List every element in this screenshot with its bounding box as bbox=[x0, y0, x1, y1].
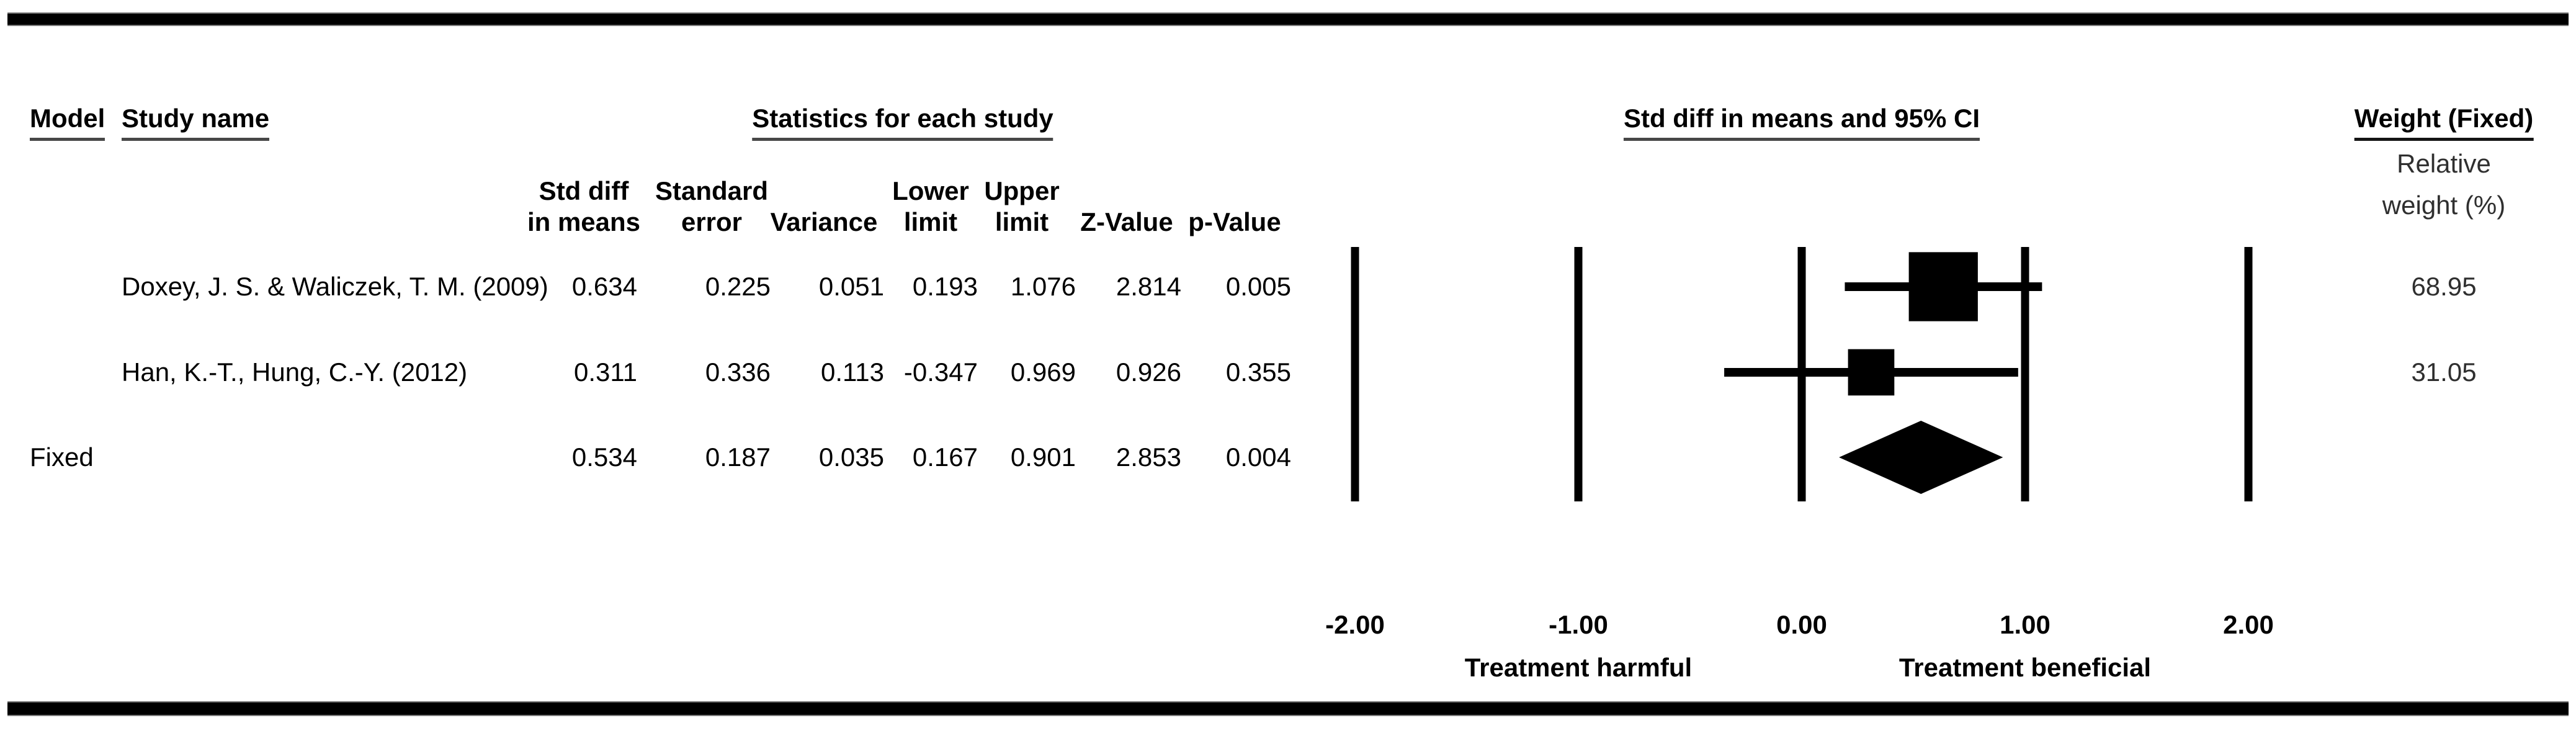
z-value-cell: 0.926 bbox=[1116, 357, 1181, 387]
lower-limit-cell: 0.167 bbox=[912, 442, 978, 472]
weight-column-header: Weight (Fixed) bbox=[2354, 104, 2534, 141]
col-header-line bbox=[1080, 176, 1173, 207]
model-cell: Fixed bbox=[30, 442, 94, 472]
model-column-header: Model bbox=[30, 104, 105, 141]
study-name-cell: Han, K.-T., Hung, C.-Y. (2012) bbox=[122, 357, 468, 387]
pooled-diamond bbox=[1839, 421, 2003, 494]
relative-weight-subheader-line1: Relative bbox=[2397, 149, 2491, 178]
upper-limit-cell: 0.901 bbox=[1010, 442, 1076, 472]
x-tick-label: 1.00 bbox=[2000, 610, 2051, 639]
col-header-upper-limit: Upper limit bbox=[984, 176, 1059, 238]
x-tick-label: 2.00 bbox=[2223, 610, 2274, 639]
lower-limit-cell: -0.347 bbox=[903, 357, 978, 387]
treatment-beneficial-label: Treatment beneficial bbox=[1898, 653, 2152, 682]
statistics-group-header: Statistics for each study bbox=[752, 104, 1053, 141]
p-value-cell: 0.355 bbox=[1225, 357, 1291, 387]
p-value-cell: 0.004 bbox=[1225, 442, 1291, 472]
standard-error-cell: 0.336 bbox=[705, 357, 771, 387]
x-tick-label: -1.00 bbox=[1549, 610, 1608, 639]
standard-error-cell: 0.187 bbox=[705, 442, 771, 472]
col-header-line: error bbox=[681, 207, 743, 236]
col-header-line bbox=[771, 176, 878, 207]
col-header-line: Std diff bbox=[539, 176, 629, 205]
col-header-line: Z-Value bbox=[1080, 207, 1173, 236]
x-tick-label: -2.00 bbox=[1325, 610, 1385, 639]
std-diff-cell: 0.534 bbox=[571, 442, 637, 472]
study-marker bbox=[1908, 252, 1978, 321]
col-header-line: limit bbox=[903, 207, 958, 236]
col-header-standard-error: Standard error bbox=[655, 176, 768, 238]
ci-plot-header: Std diff in means and 95% CI bbox=[1623, 104, 1980, 141]
col-header-p-value: p-Value bbox=[1188, 176, 1281, 238]
forest-plot-canvas bbox=[1351, 247, 2253, 501]
col-header-lower-limit: Lower limit bbox=[892, 176, 969, 238]
col-header-variance: Variance bbox=[771, 176, 878, 238]
top-border-rule bbox=[7, 12, 2569, 26]
study-name-cell: Doxey, J. S. & Waliczek, T. M. (2009) bbox=[122, 272, 548, 301]
lower-limit-cell: 0.193 bbox=[912, 272, 978, 301]
variance-cell: 0.035 bbox=[818, 442, 884, 472]
study-name-column-header: Study name bbox=[122, 104, 270, 141]
col-header-line: Lower bbox=[892, 176, 969, 205]
col-header-line: Variance bbox=[770, 207, 878, 236]
variance-cell: 0.113 bbox=[821, 357, 884, 387]
col-header-z-value: Z-Value bbox=[1080, 176, 1173, 238]
col-header-line: limit bbox=[995, 207, 1049, 236]
std-diff-cell: 0.311 bbox=[574, 357, 637, 387]
col-header-line: Standard bbox=[655, 176, 769, 205]
standard-error-cell: 0.225 bbox=[705, 272, 771, 301]
relative-weight-cell: 31.05 bbox=[2411, 357, 2477, 387]
col-header-line: p-Value bbox=[1188, 207, 1281, 236]
bottom-border-rule bbox=[7, 701, 2569, 716]
col-header-line: in means bbox=[527, 207, 641, 236]
p-value-cell: 0.005 bbox=[1225, 272, 1291, 301]
col-header-std-diff-in-means: Std diff in means bbox=[527, 176, 640, 238]
treatment-harmful-label: Treatment harmful bbox=[1464, 653, 1693, 682]
std-diff-cell: 0.634 bbox=[571, 272, 637, 301]
relative-weight-subheader-line2: weight (%) bbox=[2382, 191, 2506, 220]
upper-limit-cell: 1.076 bbox=[1010, 272, 1076, 301]
study-marker bbox=[1848, 349, 1895, 396]
upper-limit-cell: 0.969 bbox=[1010, 357, 1076, 387]
z-value-cell: 2.853 bbox=[1116, 442, 1181, 472]
x-tick-label: 0.00 bbox=[1776, 610, 1827, 639]
col-header-line bbox=[1188, 176, 1281, 207]
col-header-line: Upper bbox=[984, 176, 1060, 205]
z-value-cell: 2.814 bbox=[1116, 272, 1181, 301]
relative-weight-cell: 68.95 bbox=[2411, 272, 2477, 301]
variance-cell: 0.051 bbox=[818, 272, 884, 301]
